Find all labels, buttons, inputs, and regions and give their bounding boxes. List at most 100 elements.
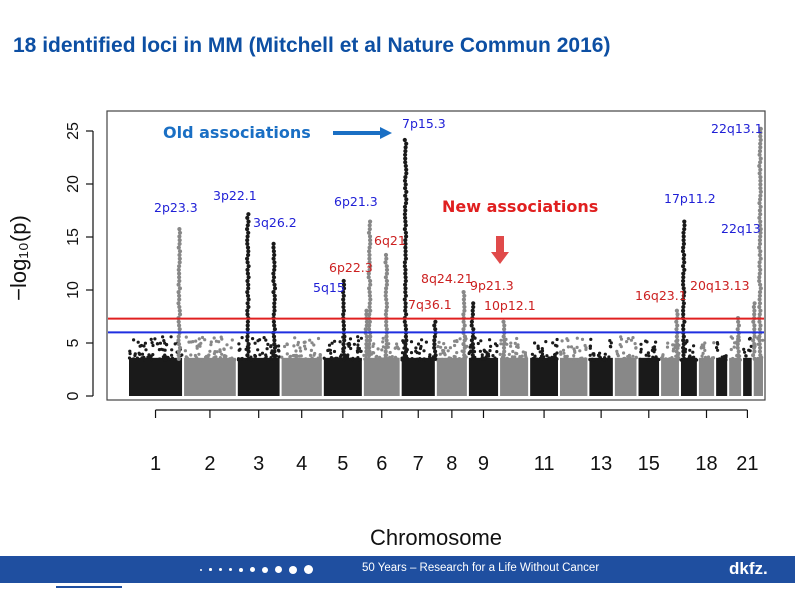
snp-point — [532, 356, 536, 360]
snp-point — [712, 341, 716, 345]
peak-point — [341, 327, 346, 332]
snp-point — [167, 357, 171, 361]
chromosome-band-10 — [500, 357, 529, 396]
peak-point — [682, 260, 687, 265]
peak-point — [462, 301, 467, 306]
peak-point — [502, 327, 507, 332]
peak-point — [367, 227, 372, 232]
x-tick-label: 13 — [590, 453, 612, 475]
snp-point — [137, 351, 141, 355]
peak-point — [177, 252, 182, 258]
peak-point — [176, 282, 181, 287]
snp-point — [702, 346, 706, 350]
snp-point — [646, 351, 651, 355]
snp-point — [410, 357, 414, 361]
peak-point — [432, 345, 437, 350]
snp-point — [207, 353, 211, 357]
snp-point — [238, 347, 242, 351]
snp-point — [514, 351, 518, 355]
snp-point — [292, 344, 296, 348]
snp-point — [376, 347, 380, 351]
peak-point — [246, 286, 251, 291]
peak-point — [403, 304, 408, 310]
peak-point — [470, 308, 475, 313]
peak-point — [681, 293, 686, 298]
peak-point — [757, 201, 762, 206]
snp-point — [444, 346, 448, 350]
peak-point — [176, 267, 181, 272]
snp-point — [308, 353, 313, 357]
peak-point — [384, 256, 389, 261]
snp-point — [282, 358, 286, 362]
snp-point — [499, 342, 503, 346]
peak-point — [177, 238, 182, 243]
peak-point — [751, 319, 756, 324]
snp-point — [395, 342, 399, 346]
peak-point — [403, 219, 408, 224]
peak-point — [403, 327, 409, 332]
snp-point — [237, 342, 241, 346]
snp-point — [634, 356, 638, 360]
snp-point — [195, 356, 199, 360]
snp-point — [349, 346, 353, 351]
peak-point — [461, 312, 466, 317]
peak-point — [757, 241, 763, 246]
peak-point — [675, 356, 680, 361]
peak-point — [176, 353, 181, 358]
snp-point — [476, 341, 480, 346]
snp-point — [356, 339, 361, 343]
peak-point — [675, 338, 680, 343]
snp-point — [567, 358, 571, 362]
snp-point — [264, 338, 268, 342]
peak-point — [403, 182, 408, 187]
snp-point — [572, 354, 576, 358]
snp-point — [608, 339, 612, 343]
peak-point — [501, 353, 506, 358]
snp-point — [607, 355, 611, 359]
snp-point — [703, 358, 708, 362]
snp-point — [732, 345, 736, 349]
snp-point — [212, 352, 216, 356]
peak-point — [758, 230, 763, 235]
snp-point — [706, 355, 711, 359]
snp-point — [133, 352, 137, 356]
snp-point — [572, 347, 576, 351]
snp-point — [436, 344, 440, 349]
snp-point — [444, 357, 448, 362]
peak-point — [246, 252, 251, 258]
peak-point — [752, 334, 757, 339]
snp-point — [370, 358, 374, 362]
peak-label-6q21: 6q21 — [374, 233, 406, 248]
peak-point — [403, 275, 408, 280]
peak-point — [271, 278, 276, 284]
snp-point — [301, 358, 305, 362]
peak-point — [751, 353, 756, 358]
snp-point — [688, 348, 692, 352]
peak-point — [757, 152, 762, 157]
peak-point — [246, 345, 251, 350]
peak-point — [368, 308, 373, 313]
snp-point — [650, 348, 655, 352]
peak-point — [758, 141, 763, 146]
peak-point — [245, 312, 250, 317]
peak-point — [403, 286, 408, 291]
snp-point — [375, 354, 379, 358]
snp-point — [253, 341, 257, 345]
snp-point — [566, 338, 570, 343]
x-tick-label: 3 — [253, 453, 264, 475]
peak-point — [246, 249, 251, 254]
chromosome-band-4 — [281, 357, 322, 396]
peak-point — [177, 275, 182, 280]
snp-point — [393, 346, 397, 350]
snp-point — [149, 357, 153, 361]
peak-point — [364, 349, 369, 354]
footer-dot — [218, 568, 222, 571]
snp-point — [251, 337, 255, 341]
peak-point — [272, 301, 277, 306]
peak-point — [245, 319, 250, 324]
snp-point — [566, 345, 571, 349]
peak-point — [367, 349, 372, 354]
snp-point — [187, 340, 191, 344]
peak-point — [245, 338, 250, 343]
snp-point — [455, 351, 459, 355]
